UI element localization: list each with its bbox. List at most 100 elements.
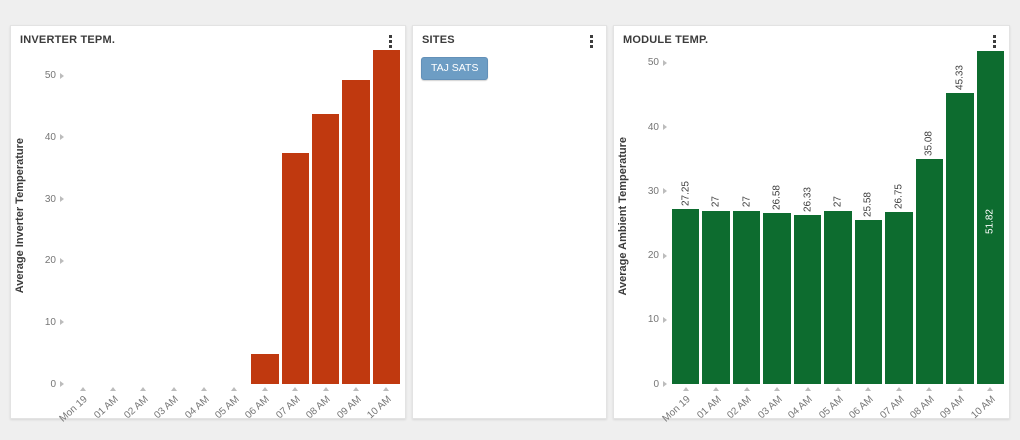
bar-02-am <box>732 210 761 384</box>
bar-05-am <box>824 210 852 384</box>
tick-marker-icon <box>60 381 64 387</box>
site-button-taj-sats[interactable]: TAJ SATS <box>421 57 489 80</box>
bar-value-label: 26.33 <box>802 186 814 212</box>
x-axis-tick: 04 AM <box>183 384 217 421</box>
y-axis-tick: 50 <box>45 69 64 83</box>
x-axis-tick: 10 AM <box>969 384 1004 421</box>
tick-marker-icon <box>663 124 667 131</box>
y-axis-title-wrap: Average Inverter Temperature <box>14 48 26 384</box>
plot-area: 0 10 20 30 40 50 <box>45 48 400 390</box>
bar-slot <box>251 48 279 384</box>
bar-value-label: 25.58 <box>862 191 874 217</box>
y-tick-label: 0 <box>653 378 659 390</box>
kebab-menu-icon[interactable] <box>989 34 1000 49</box>
module-temp-chart: Average Ambient Temperature 0 10 20 30 40 50 … <box>614 48 1009 424</box>
tick-marker-icon <box>663 252 667 259</box>
bar-slot: 27 <box>824 48 852 384</box>
bar-06-am <box>251 353 279 384</box>
bar-08-am <box>311 113 340 384</box>
bar-slot <box>190 48 217 384</box>
tick-marker-icon <box>956 387 963 391</box>
x-axis-tick: 08 AM <box>304 384 339 421</box>
dashboard: INVERTER TEPM. Average Inverter Temperat… <box>10 25 1010 424</box>
bar-09-am <box>946 92 974 384</box>
x-axis-tick: 07 AM <box>274 384 309 421</box>
tick-marker-icon <box>170 387 177 391</box>
tick-marker-icon <box>663 188 667 195</box>
tick-marker-icon <box>926 387 933 391</box>
tick-marker-icon <box>79 387 86 391</box>
x-axis-tick: 02 AM <box>122 384 157 421</box>
plot-area: 0 10 20 30 40 50 27.25 27 27 26.58 26.33 27 25.58 26… <box>648 48 1004 390</box>
x-axis: Mon 19 01 AM 02 AM 03 AM 04 AM 05 AM 06 AM 07 A… <box>58 384 400 424</box>
bar-slot <box>130 48 157 384</box>
bar-slot <box>221 48 248 384</box>
bar-10-am <box>372 50 400 384</box>
y-tick-label: 50 <box>647 57 659 69</box>
bar-slot: 27 <box>732 48 761 384</box>
tick-marker-icon <box>713 387 720 391</box>
x-axis-tick: Mon 19 <box>58 384 96 424</box>
x-axis-tick: 10 AM <box>365 384 400 421</box>
tick-marker-icon <box>895 387 902 391</box>
tick-marker-icon <box>663 59 667 66</box>
bar-06-am <box>854 219 883 384</box>
y-axis-tick: 40 <box>648 120 667 134</box>
kebab-menu-icon[interactable] <box>385 34 396 49</box>
bars: 27.25 27 27 26.58 26.33 27 25.58 26.75 35.08 45.3… <box>672 48 1004 384</box>
y-tick-label: 30 <box>44 193 56 205</box>
kebab-menu-icon[interactable] <box>586 34 597 49</box>
x-axis-tick: 07 AM <box>878 384 912 421</box>
y-tick-label: 30 <box>647 185 659 197</box>
y-axis-tick: 0 <box>50 377 64 391</box>
bar-slot: 26.58 <box>763 48 791 384</box>
tick-marker-icon <box>110 387 117 391</box>
bars <box>69 48 400 384</box>
bar-slot <box>311 48 340 384</box>
y-axis-title-wrap: Average Ambient Temperature <box>617 48 629 384</box>
tick-marker-icon <box>231 387 238 391</box>
x-axis-tick: 09 AM <box>335 384 369 421</box>
y-axis-tick: 40 <box>45 130 64 144</box>
y-tick-label: 10 <box>647 314 659 326</box>
panel-title: INVERTER TEPM. <box>20 34 116 46</box>
y-axis-tick: 20 <box>648 249 667 263</box>
bar-slot: 35.08 <box>915 48 944 384</box>
tick-marker-icon <box>140 387 147 391</box>
bar-09-am <box>342 80 370 384</box>
tick-marker-icon <box>774 387 781 391</box>
y-tick-label: 20 <box>647 250 659 262</box>
x-axis: Mon 19 01 AM 02 AM 03 AM 04 AM 05 AM 06 AM 07 A… <box>661 384 1004 424</box>
panel-sites: SITES TAJ SATS <box>412 25 607 419</box>
bar-value-label: 26.58 <box>771 185 783 211</box>
y-axis-tick: 0 <box>653 377 667 391</box>
bar-value-label: 35.08 <box>923 130 935 156</box>
tick-marker-icon <box>322 387 329 391</box>
bar-slot <box>281 48 309 384</box>
x-axis-tick: 09 AM <box>939 384 973 421</box>
x-axis-tick: 04 AM <box>786 384 821 421</box>
bar-slot <box>372 48 400 384</box>
tick-marker-icon <box>682 387 689 391</box>
bar-slot <box>342 48 370 384</box>
bar-03-am <box>763 213 791 384</box>
bar-value-label: 27.25 <box>680 180 692 206</box>
tick-marker-icon <box>60 196 64 203</box>
bar-10-am <box>976 51 1004 384</box>
x-axis-tick: 03 AM <box>756 384 790 421</box>
panel-header: SITES <box>413 26 606 48</box>
panel-module-temp: MODULE TEMP. Average Ambient Temperature… <box>613 25 1010 424</box>
bar-slot: 27.25 <box>672 48 700 384</box>
tick-marker-icon <box>834 387 841 391</box>
tick-marker-icon <box>987 387 994 391</box>
y-axis-title: Average Ambient Temperature <box>617 136 629 296</box>
x-axis-tick: Mon 19 <box>661 384 699 424</box>
bar-slot: 25.58 <box>854 48 883 384</box>
x-tick-label: Mon 19 <box>660 394 694 425</box>
bar-value-label: 27 <box>710 196 722 208</box>
y-axis-tick: 10 <box>648 313 667 327</box>
bar-07-am <box>885 212 913 384</box>
x-axis-tick: 06 AM <box>244 384 278 421</box>
y-tick-label: 10 <box>44 316 56 328</box>
tick-marker-icon <box>663 381 667 387</box>
